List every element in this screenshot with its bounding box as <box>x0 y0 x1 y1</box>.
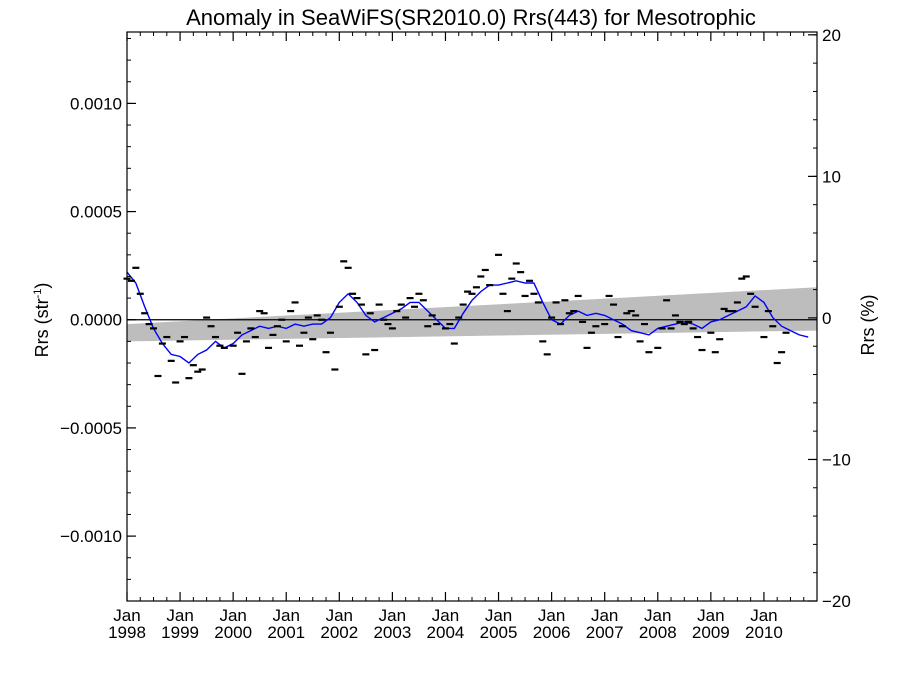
axes-layer: 0.00100.00050.0000−0.0005−0.001020100−10… <box>60 26 851 642</box>
x-tick-label-month: Jan <box>166 606 193 625</box>
y-tick-label: −0.0005 <box>60 419 122 438</box>
x-tick-label-year: 2000 <box>214 623 252 642</box>
x-tick-label-month: Jan <box>273 606 300 625</box>
chart-title: Anomaly in SeaWiFS(SR2010.0) Rrs(443) fo… <box>186 5 756 30</box>
x-tick-label-year: 2010 <box>745 623 783 642</box>
x-tick-label-month: Jan <box>379 606 406 625</box>
x-tick-label: Jan 2007 <box>586 606 624 642</box>
y-tick-label: 0.0000 <box>70 311 122 330</box>
x-tick-label: Jan 2000 <box>214 606 252 642</box>
trend-uncertainty-band <box>127 287 817 342</box>
x-tick-label-year: 2003 <box>373 623 411 642</box>
y-axis-label-sup: -1 <box>32 289 44 299</box>
y2-tick-label: −10 <box>822 450 851 469</box>
y-tick-label: 0.0010 <box>70 94 122 113</box>
y-tick-label: 0.0005 <box>70 203 122 222</box>
x-tick-label-year: 2009 <box>692 623 730 642</box>
x-tick-label-month: Jan <box>326 606 353 625</box>
y2-tick-label: 0 <box>822 309 831 328</box>
y-axis-label: Rrs (str-1) <box>32 283 52 358</box>
x-tick-label: Jan 2009 <box>692 606 730 642</box>
x-tick-label-year: 2006 <box>533 623 571 642</box>
x-tick-label: Jan 2010 <box>745 606 783 642</box>
y-axis-label-close: ) <box>32 283 52 289</box>
x-tick-label-month: Jan <box>538 606 565 625</box>
trend-band-layer <box>127 287 817 342</box>
x-tick-label-year: 2004 <box>427 623 465 642</box>
x-tick-label-month: Jan <box>432 606 459 625</box>
running-mean-line <box>126 271 809 364</box>
x-tick-label: Jan 2003 <box>373 606 411 642</box>
x-tick-label: Jan 2002 <box>320 606 358 642</box>
x-tick-label-year: 2007 <box>586 623 624 642</box>
x-tick-label-month: Jan <box>697 606 724 625</box>
x-tick-label-year: 2008 <box>639 623 677 642</box>
x-tick-label-month: Jan <box>113 606 140 625</box>
x-tick-label-year: 2005 <box>480 623 518 642</box>
x-tick-label-year: 1998 <box>108 623 146 642</box>
x-tick-label: Jan 1998 <box>108 606 146 642</box>
x-tick-label-year: 2002 <box>320 623 358 642</box>
x-tick-label-month: Jan <box>750 606 777 625</box>
x-tick-label: Jan 2008 <box>639 606 677 642</box>
y2-tick-label: 20 <box>822 26 841 45</box>
x-tick-label: Jan 2005 <box>480 606 518 642</box>
x-tick-label-year: 2001 <box>267 623 305 642</box>
y-axis-label-base: Rrs (str <box>32 298 52 357</box>
x-tick-label-year: 1999 <box>161 623 199 642</box>
x-tick-label-month: Jan <box>485 606 512 625</box>
y2-tick-label: 10 <box>822 167 841 186</box>
running-mean-layer <box>126 271 809 364</box>
x-tick-label: Jan 1999 <box>161 606 199 642</box>
y2-axis-label: Rrs (%) <box>858 295 878 356</box>
x-tick-label: Jan 2001 <box>267 606 305 642</box>
x-tick-label: Jan 2004 <box>427 606 465 642</box>
x-tick-label-month: Jan <box>644 606 671 625</box>
y2-tick-label: −20 <box>822 592 851 611</box>
data-points-layer <box>123 253 790 384</box>
x-tick-label-month: Jan <box>219 606 246 625</box>
y-tick-label: −0.0010 <box>60 527 122 546</box>
x-tick-label-month: Jan <box>591 606 618 625</box>
x-tick-label: Jan 2006 <box>533 606 571 642</box>
